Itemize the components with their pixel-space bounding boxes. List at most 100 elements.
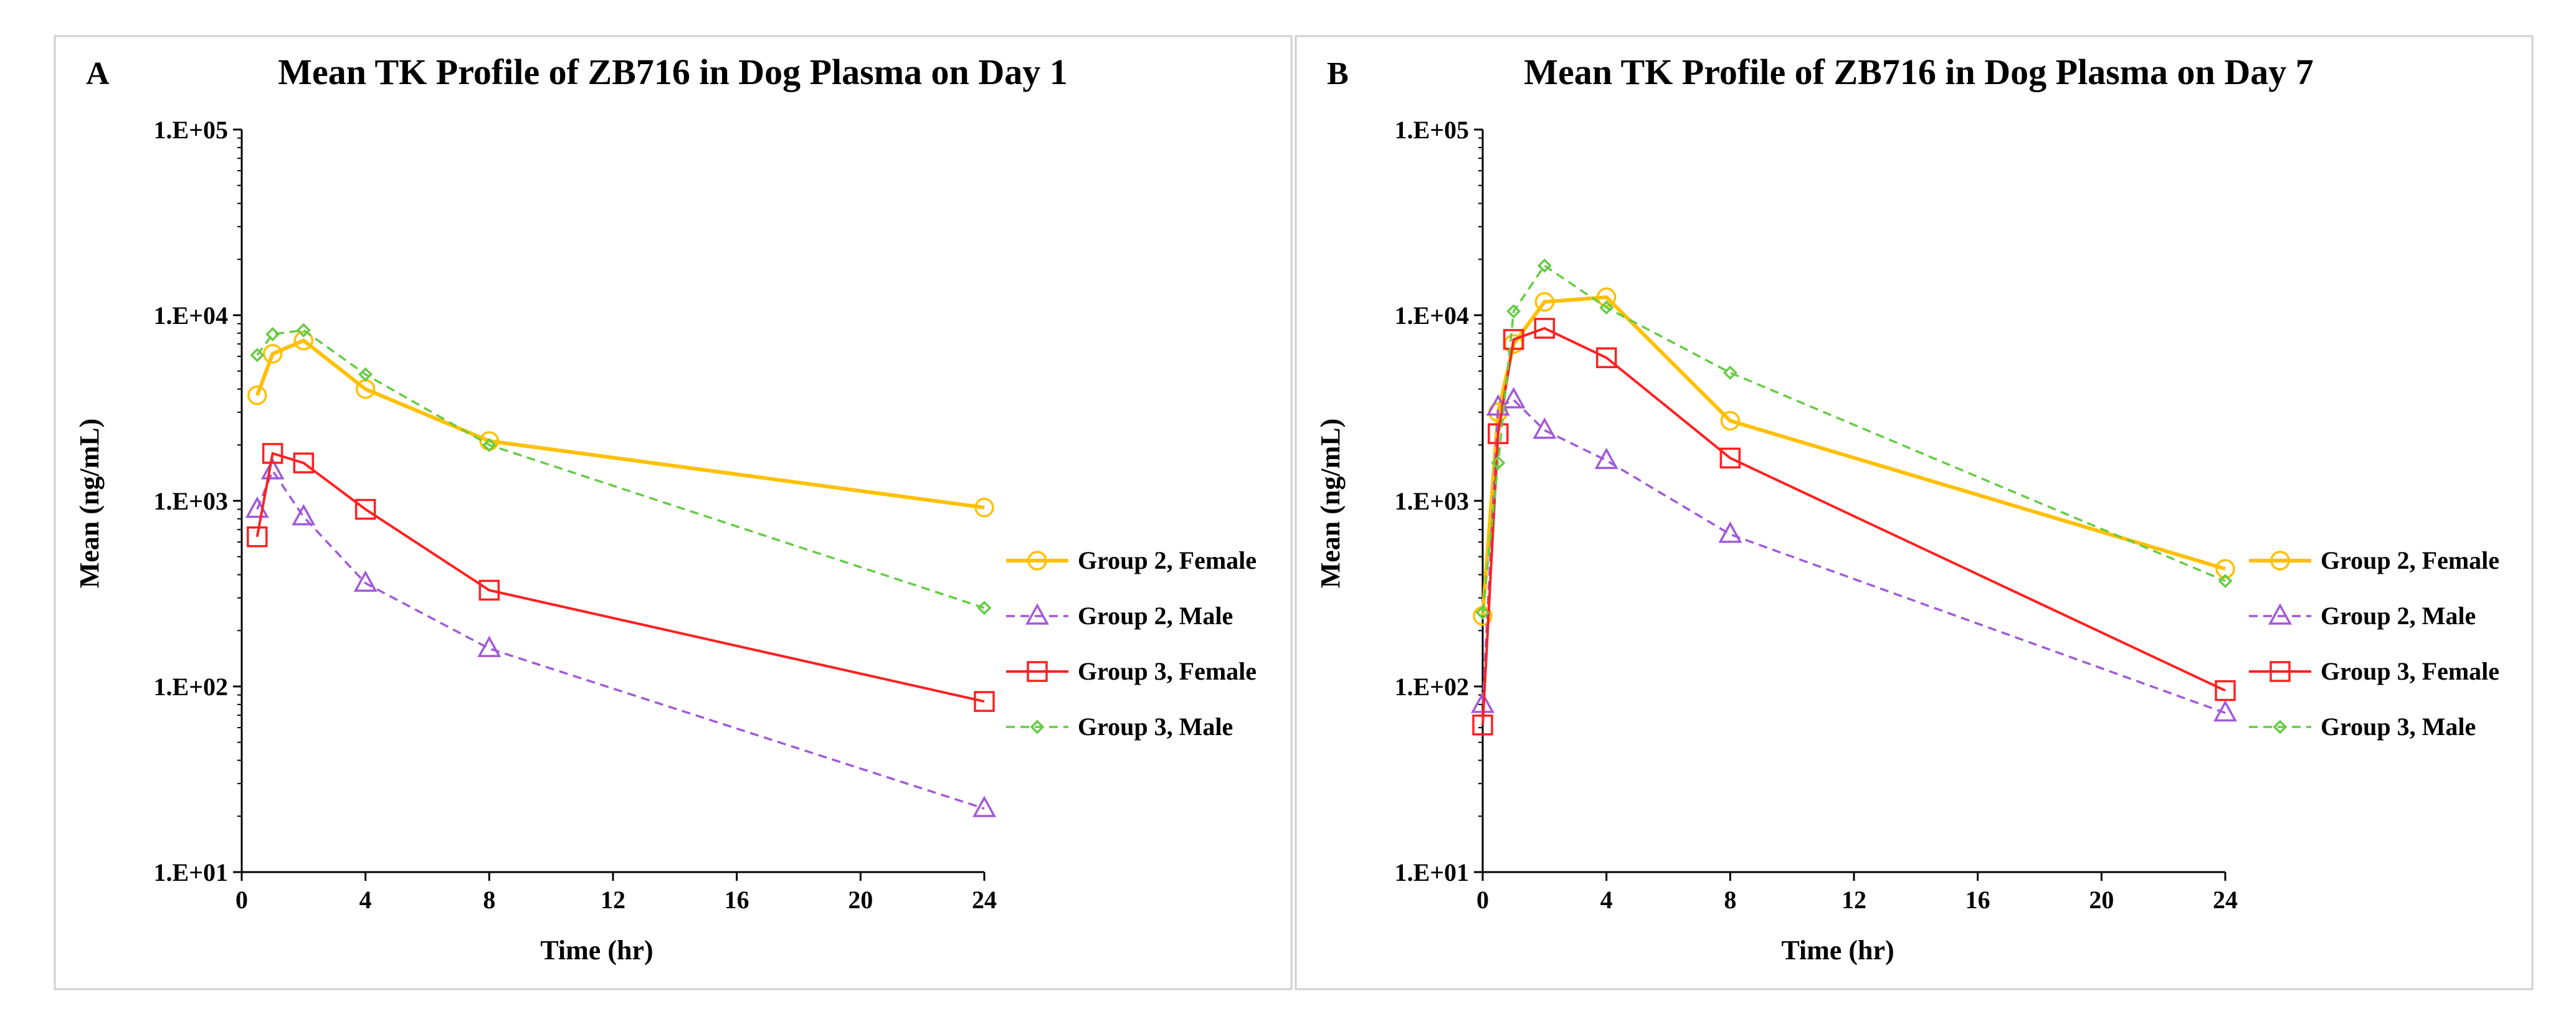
panel-a-point-group3_male xyxy=(482,437,497,452)
panel-a-point-group3_female xyxy=(354,498,376,520)
panel-b-x-tick-label: 4 xyxy=(1600,886,1613,914)
panel-b: B Mean TK Profile of ZB716 in Dog Plasma… xyxy=(1315,52,2499,966)
panel-b-point-group2_male xyxy=(1718,521,1742,543)
panel-b-point-group2_female xyxy=(1720,411,1741,431)
panel-b-series-group3_female xyxy=(1472,318,2236,736)
panel-a-y-tick-label: 1.E+01 xyxy=(154,858,228,886)
panel-b-x-axis-label: Time (hr) xyxy=(1781,935,1894,966)
panel-a-legend-item-group2_male: Group 2, Male xyxy=(1006,602,1233,630)
panel-a-legend-item-group3_female: Group 3, Female xyxy=(1006,657,1257,685)
panel-b-legend-item-group3_male: Group 3, Male xyxy=(2249,713,2476,741)
panel-a-x-tick-label: 20 xyxy=(848,886,873,914)
panel-b-point-group3_female xyxy=(2215,680,2236,701)
panel-a-legend-marker xyxy=(1027,661,1048,682)
panel-b-point-group3_female xyxy=(1534,318,1556,339)
panel-b-x-tick-label: 12 xyxy=(1842,886,1866,914)
panel-b-legend-marker xyxy=(2269,661,2291,682)
panel-a-y-tick-label: 1.E+02 xyxy=(154,673,228,701)
panel-a-series-group3_female xyxy=(247,443,995,712)
panel-a-y-tick-label: 1.E+04 xyxy=(154,301,228,330)
panel-b-series-group3_male xyxy=(1475,258,2233,620)
panel-a-legend-marker xyxy=(1027,551,1047,571)
panel-a-x-tick-label: 4 xyxy=(359,886,372,914)
panel-a-point-group3_male xyxy=(250,348,265,363)
panel-a-point-group2_female xyxy=(974,498,994,518)
panel-a-legend-marker xyxy=(1030,719,1045,734)
panel-b-frame xyxy=(1295,35,2534,990)
panel-a-x-tick-label: 8 xyxy=(483,886,495,914)
panel-a-point-group3_female xyxy=(247,526,268,548)
panel-b-legend-marker xyxy=(2268,603,2292,625)
panel-b-legend-label: Group 2, Male xyxy=(2321,602,2476,630)
panel-b-legend-item-group2_male: Group 2, Male xyxy=(2249,602,2476,630)
panel-a-legend-label: Group 3, Male xyxy=(1078,713,1233,741)
panel-a-x-tick-label: 16 xyxy=(725,886,749,914)
panel-b-point-group3_female xyxy=(1503,329,1524,350)
panel-b-point-group3_female xyxy=(1488,423,1509,444)
panel-b-x-tick-label: 0 xyxy=(1476,886,1489,914)
panel-a-legend-item-group3_male: Group 3, Male xyxy=(1006,713,1233,741)
panel-b-x-tick-label: 20 xyxy=(2089,886,2114,914)
panel-b-y-tick-label: 1.E+02 xyxy=(1395,673,1469,701)
panel-b-y-axis-label: Mean (ng/mL) xyxy=(1315,419,1346,589)
panel-b-point-group3_male xyxy=(1599,300,1614,315)
panel-b-letter: B xyxy=(1327,56,1349,92)
panel-b-plot-area: 1.E+01 1.E+02 1.E+03 1.E+04 1.E+05 0 4 8 12 16 20 2… xyxy=(1395,116,2500,914)
panel-a-point-group2_male xyxy=(292,504,316,526)
panel-a-point-group2_male xyxy=(477,635,501,657)
panel-a-point-group3_female xyxy=(262,443,283,464)
panel-a-point-group3_male xyxy=(358,367,373,382)
panel-b-y-tick-label: 1.E+04 xyxy=(1395,301,1469,330)
panel-b-line-group3_female xyxy=(1481,326,2226,726)
panel-a-line-group3_male xyxy=(256,329,985,609)
panel-b-point-group2_male xyxy=(1594,447,1618,469)
panel-a-point-group3_male xyxy=(296,323,311,338)
panel-a-y-tick-label: 1.E+03 xyxy=(154,487,228,515)
panel-a-point-group3_female xyxy=(293,452,315,473)
panel-b-legend-item-group2_female: Group 2, Female xyxy=(2249,546,2499,574)
panel-a-legend-marker xyxy=(1025,603,1049,625)
panel-a-title: Mean TK Profile of ZB716 in Dog Plasma o… xyxy=(278,52,1067,92)
panel-a-x-tick-label: 12 xyxy=(601,886,625,914)
panel-a: A Mean TK Profile of ZB716 in Dog Plasma… xyxy=(74,52,1257,966)
panel-a-line-group2_female xyxy=(255,338,985,510)
panel-b-point-group2_female xyxy=(1534,292,1555,312)
panel-b-series-group2_female xyxy=(1473,287,2235,626)
panel-a-point-group3_female xyxy=(974,691,995,712)
panel-b-legend-marker xyxy=(2270,551,2290,571)
panel-a-point-group2_male xyxy=(353,570,378,592)
panel-a-point-group2_female xyxy=(262,344,283,364)
panel-b-y-tick-label: 1.E+01 xyxy=(1395,858,1469,886)
panel-b-x-tick-label: 16 xyxy=(1965,886,1990,914)
panel-a-series-group2_female xyxy=(247,330,994,518)
panel-b-legend-label: Group 3, Female xyxy=(2321,657,2499,685)
panel-b-title: Mean TK Profile of ZB716 in Dog Plasma o… xyxy=(1524,52,2313,92)
panel-b-point-group3_female xyxy=(1595,347,1617,369)
panel-a-x-tick-label: 24 xyxy=(972,886,997,914)
panel-a-y-axis-label: Mean (ng/mL) xyxy=(74,419,105,589)
panel-b-line-group2_female xyxy=(1481,295,2226,616)
panel-b-x-tick-label: 24 xyxy=(2213,886,2238,914)
panel-b-point-group3_male xyxy=(1537,258,1552,273)
panel-b-point-group2_male xyxy=(1501,387,1526,409)
panel-a-point-group2_male xyxy=(972,795,996,817)
panel-a-line-group3_female xyxy=(255,452,985,703)
panel-a-point-group2_female xyxy=(247,385,267,406)
panel-b-point-group3_male xyxy=(1506,304,1521,319)
panel-b-point-group2_male xyxy=(2213,700,2237,722)
panel-b-point-group3_male xyxy=(1723,365,1737,380)
panel-b-legend-label: Group 2, Female xyxy=(2321,546,2499,574)
panel-b-legend-label: Group 3, Male xyxy=(2321,713,2476,741)
panel-b-point-group3_female xyxy=(1472,714,1493,736)
panel-a-x-axis-label: Time (hr) xyxy=(540,935,653,966)
panel-a-x-tick-label: 0 xyxy=(235,886,248,914)
panel-a-point-group2_male xyxy=(260,458,285,480)
panel-b-point-group2_female xyxy=(1596,287,1617,307)
panel-a-legend-label: Group 2, Male xyxy=(1078,602,1233,630)
panel-a-y-tick-label: 1.E+05 xyxy=(154,116,228,144)
panel-b-x-tick-label: 8 xyxy=(1724,886,1736,914)
panel-a-point-group3_male xyxy=(265,327,280,341)
panel-a-letter: A xyxy=(86,56,110,92)
